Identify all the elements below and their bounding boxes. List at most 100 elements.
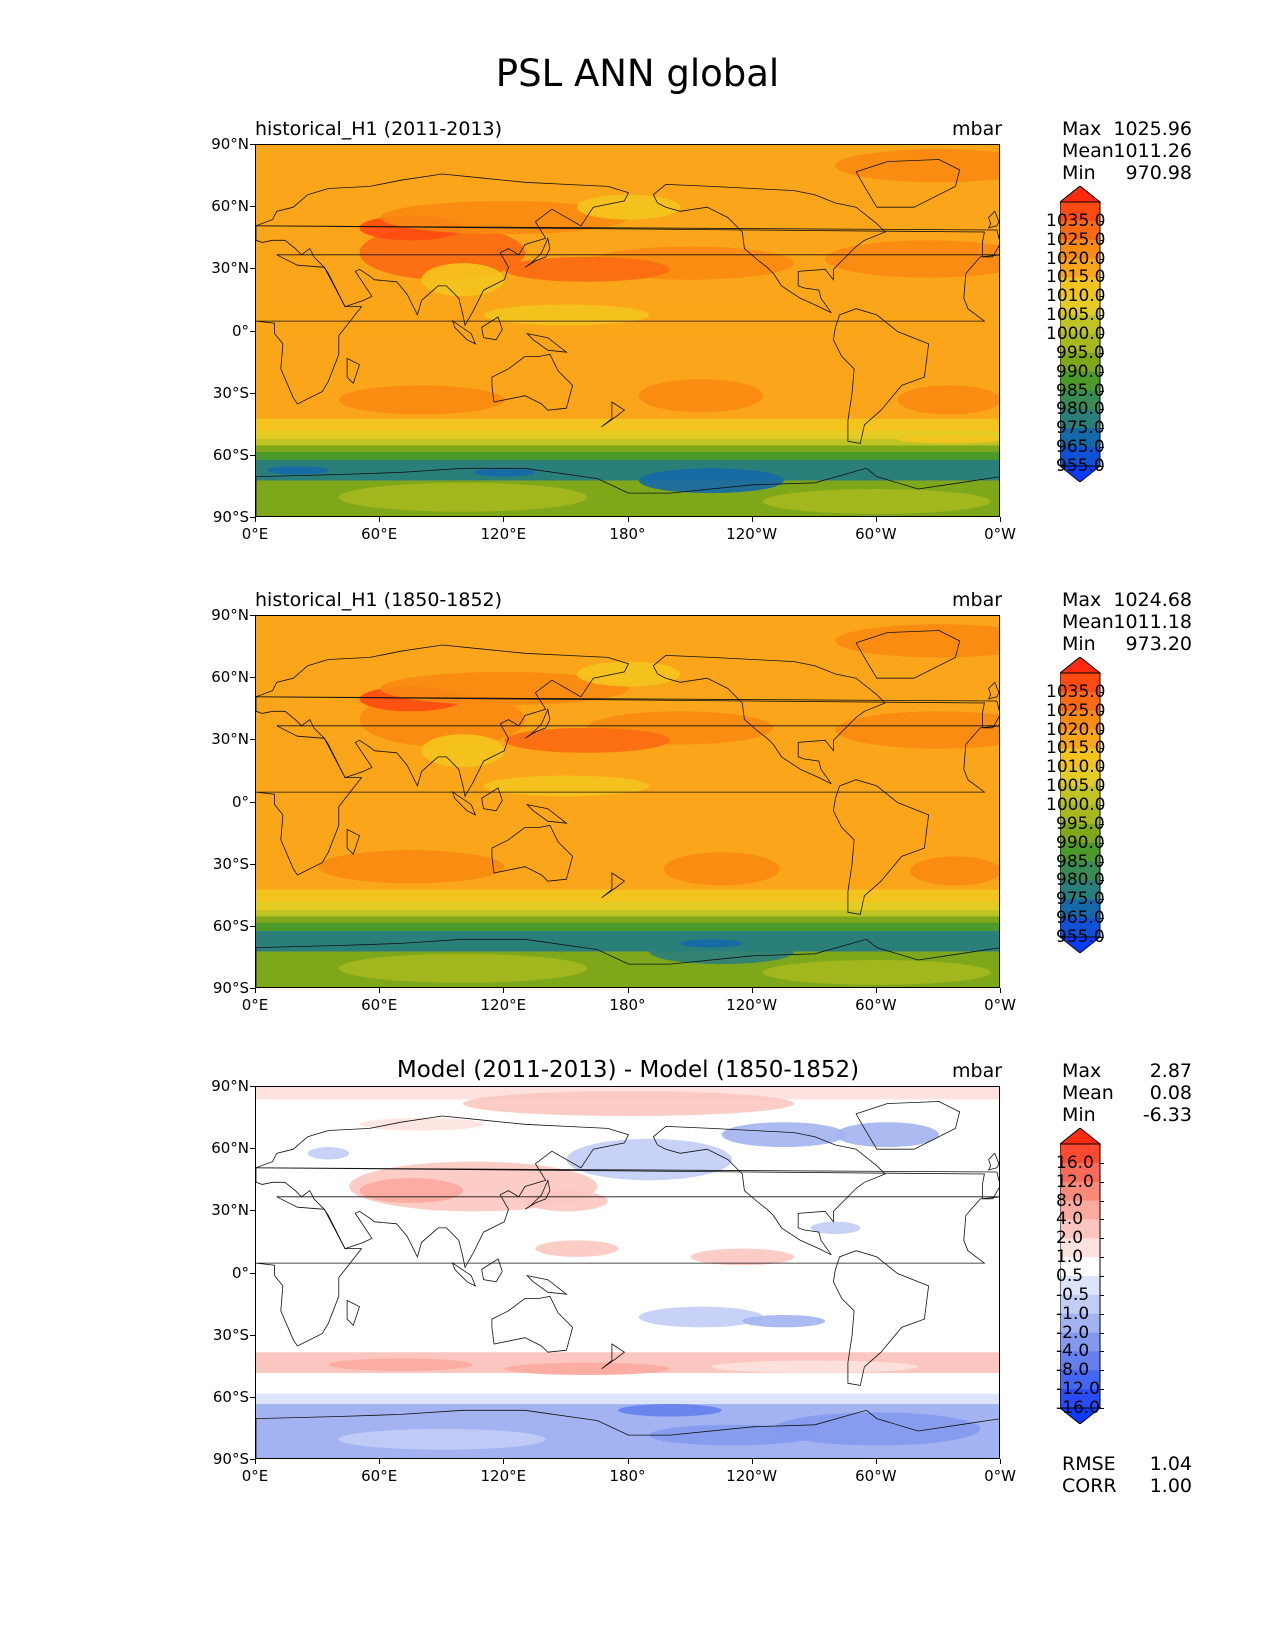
lon-tick-label: 180°	[609, 996, 646, 1014]
colorbar-segment	[1060, 1370, 1100, 1390]
lat-tick	[250, 454, 255, 456]
colorbar-segment	[1060, 296, 1100, 316]
coastline-8	[256, 938, 999, 987]
colorbar-segment	[1060, 239, 1100, 260]
colorbar	[1060, 186, 1110, 482]
colorbar-extend-max	[1060, 186, 1102, 203]
colorbar-segment	[1060, 428, 1100, 448]
figure-title: PSL ANN global	[495, 52, 780, 95]
colorbar-tick	[1100, 1181, 1104, 1183]
colorbar-tick-label: -8.0	[1056, 1360, 1090, 1381]
lon-tick	[627, 988, 629, 993]
lon-tick-label: 180°	[609, 1467, 646, 1485]
coastline-1	[256, 696, 999, 729]
colorbar-tick-label: 1005.0	[1046, 776, 1106, 797]
colorbar-tick-label: 980.0	[1056, 399, 1105, 420]
colorbar-tick-label: 1035.0	[1046, 210, 1106, 231]
colorbar	[1060, 657, 1110, 953]
colorbar-tick	[1100, 277, 1104, 279]
panel-difference: Model (2011-2013) - Model (1850-1852) mb…	[0, 1057, 1275, 1530]
colorbar-segment	[1060, 1276, 1100, 1296]
lon-tick-label: 180°	[609, 525, 646, 543]
coastline-12	[525, 803, 568, 824]
lat-tick-label: 60°N	[211, 1139, 249, 1158]
lon-tick-label: 0°W	[984, 996, 1016, 1014]
colorbar-tick	[1100, 899, 1104, 901]
colorbar-tick	[1100, 1294, 1104, 1296]
colorbar-tick-label: 975.0	[1056, 418, 1105, 439]
lat-tick	[250, 1396, 255, 1398]
coastline-14	[987, 210, 999, 229]
colorbar-segment	[1060, 1238, 1100, 1258]
units-label: mbar	[952, 589, 1003, 611]
colorbar-tick-label: 1015.0	[1046, 267, 1106, 288]
colorbar-segment	[1060, 1294, 1100, 1315]
colorbar-tick	[1100, 1370, 1104, 1372]
lon-tick	[503, 517, 505, 522]
lat-tick-label: 0°	[231, 792, 249, 811]
colorbar-segment	[1060, 1144, 1100, 1164]
lon-tick-label: 60°W	[855, 996, 897, 1014]
stat-mean: Mean 1011.18	[1062, 611, 1192, 633]
colorbar-segment	[1060, 805, 1100, 825]
colorbar-tick-label: 1005.0	[1046, 305, 1106, 326]
colorbar-tick	[1100, 1257, 1104, 1259]
colorbar-tick-label: 0.5	[1056, 1266, 1084, 1286]
stat-mean: Mean 0.08	[1062, 1082, 1192, 1104]
colorbar-segment	[1060, 861, 1100, 881]
lon-tick	[1000, 988, 1001, 993]
colorbar-tick-label: -0.5	[1056, 1284, 1090, 1305]
coastline-12	[525, 332, 568, 353]
coastline-9	[524, 707, 551, 739]
colorbar-tick-label: 1020.0	[1046, 248, 1106, 269]
lat-tick	[250, 1086, 255, 1087]
lat-tick-label: 60°N	[211, 668, 249, 687]
colorbar-segment	[1060, 409, 1100, 429]
colorbar-tick-label: 1010.0	[1046, 286, 1106, 307]
colorbar-tick-label: 985.0	[1056, 851, 1105, 872]
stat-min: Min 970.98	[1062, 162, 1192, 184]
lon-tick-label: 120°E	[480, 525, 527, 543]
lon-tick	[875, 1459, 877, 1464]
lat-tick-label: 60°S	[212, 445, 249, 464]
stat-rmse: RMSE 1.04	[1062, 1453, 1192, 1475]
colorbar-extend-min	[1060, 936, 1102, 953]
colorbar-segment	[1060, 352, 1100, 373]
colorbar-tick	[1100, 861, 1104, 863]
coastline-14	[987, 681, 999, 700]
psl-map	[255, 615, 1000, 988]
colorbar-tick-label: 2.0	[1056, 1228, 1084, 1249]
colorbar-segment	[1060, 729, 1100, 749]
stat-min: Min -6.33	[1062, 1104, 1192, 1126]
colorbar-segment	[1060, 315, 1100, 335]
colorbar-tick-label: 16.0	[1056, 1152, 1094, 1173]
colorbar-segment	[1060, 1200, 1100, 1220]
lon-tick-label: 60°W	[855, 525, 897, 543]
lat-tick-label: 30°S	[212, 854, 249, 873]
colorbar-segment	[1060, 786, 1100, 806]
lat-tick-label: 60°S	[212, 916, 249, 935]
colorbar-tick	[1100, 1389, 1104, 1391]
lon-tick-label: 120°E	[480, 996, 527, 1014]
colorbar-tick-label: 995.0	[1056, 813, 1105, 834]
lon-tick	[379, 1459, 381, 1464]
coastline-7	[832, 1250, 930, 1386]
stats-box: Max 2.87 Mean 0.08 Min -6.33	[1062, 1060, 1192, 1126]
colorbar-segment	[1060, 880, 1100, 900]
lon-tick-label: 60°E	[361, 996, 398, 1014]
lon-tick-label: 0°W	[984, 525, 1016, 543]
lon-tick-label: 120°E	[480, 1467, 527, 1485]
panel-historical-2011-2013: historical_H1 (2011-2013) mbar Max 1025.9…	[0, 118, 1275, 588]
colorbar-tick-label: 985.0	[1056, 380, 1105, 401]
colorbar-tick	[1100, 371, 1104, 373]
lon-tick-label: 60°E	[361, 525, 398, 543]
lon-tick-label: 0°E	[241, 1467, 269, 1485]
lon-tick	[751, 1459, 753, 1464]
coastline-3	[346, 1299, 360, 1327]
colorbar-segment	[1060, 1389, 1100, 1409]
lon-tick	[255, 988, 256, 993]
coastline-6	[855, 1101, 961, 1150]
colorbar-tick	[1100, 880, 1104, 882]
lon-tick-label: 120°W	[726, 996, 778, 1014]
lon-tick	[875, 988, 877, 993]
